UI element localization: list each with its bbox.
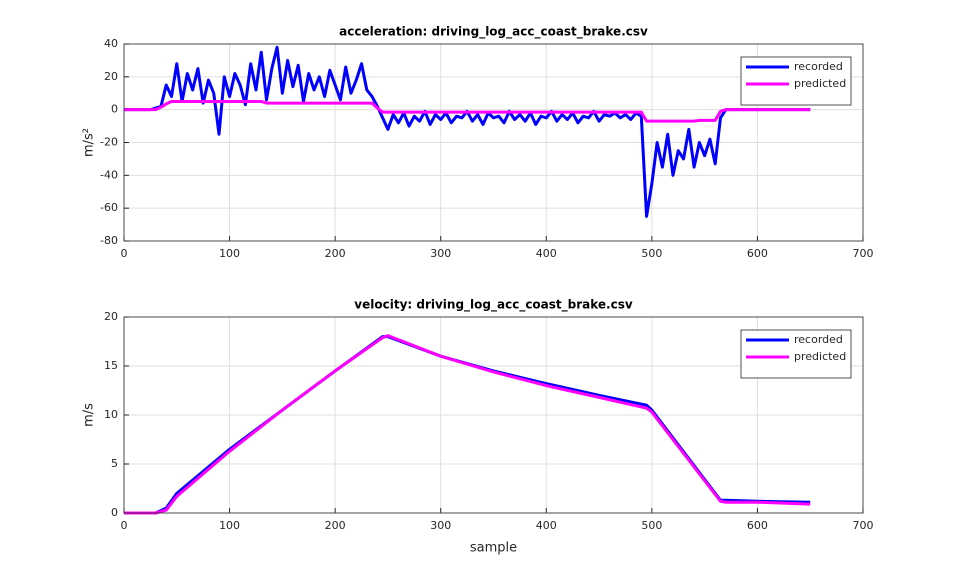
chart-title: acceleration: driving_log_acc_coast_brak… — [339, 25, 648, 40]
x-tick-label: 300 — [430, 247, 451, 260]
x-tick-label: 0 — [121, 247, 128, 260]
x-tick-label: 700 — [853, 247, 874, 260]
x-tick-label: 700 — [853, 519, 874, 532]
y-axis-label: m/s² — [82, 128, 97, 157]
legend-label: predicted — [794, 77, 846, 90]
y-tick-label: -80 — [100, 234, 118, 247]
x-tick-label: 500 — [641, 519, 662, 532]
legend-box — [740, 329, 852, 379]
series-line — [124, 334, 811, 515]
x-tick-label: 200 — [325, 519, 346, 532]
axes-box — [123, 316, 864, 514]
legend-label: recorded — [794, 60, 843, 73]
x-tick-label: 500 — [641, 247, 662, 260]
y-tick-label: 20 — [104, 70, 118, 83]
x-tick-label: 300 — [430, 519, 451, 532]
x-tick-label: 400 — [536, 519, 557, 532]
x-tick-label: 0 — [121, 519, 128, 532]
y-tick-label: 40 — [104, 37, 118, 50]
axes-box — [123, 43, 864, 242]
y-tick-label: -40 — [100, 168, 118, 181]
x-tick-label: 100 — [219, 247, 240, 260]
x-axis-label: sample — [470, 541, 517, 556]
legend-label: recorded — [794, 333, 843, 346]
y-axis-label: m/s — [82, 403, 97, 427]
x-tick-label: 600 — [747, 519, 768, 532]
legend-label: predicted — [794, 350, 846, 363]
y-tick-label: 5 — [111, 457, 118, 470]
chart-title: velocity: driving_log_acc_coast_brake.cs… — [354, 298, 633, 313]
y-tick-label: 20 — [104, 310, 118, 323]
y-tick-label: 10 — [104, 408, 118, 421]
y-tick-label: 15 — [104, 359, 118, 372]
y-tick-label: -60 — [100, 201, 118, 214]
x-tick-label: 600 — [747, 247, 768, 260]
y-tick-label: 0 — [111, 103, 118, 116]
x-tick-label: 400 — [536, 247, 557, 260]
y-tick-label: -20 — [100, 136, 118, 149]
series-line — [124, 99, 811, 123]
y-tick-label: 0 — [111, 506, 118, 519]
x-tick-label: 200 — [325, 247, 346, 260]
legend-box — [740, 56, 852, 106]
x-tick-label: 100 — [219, 519, 240, 532]
